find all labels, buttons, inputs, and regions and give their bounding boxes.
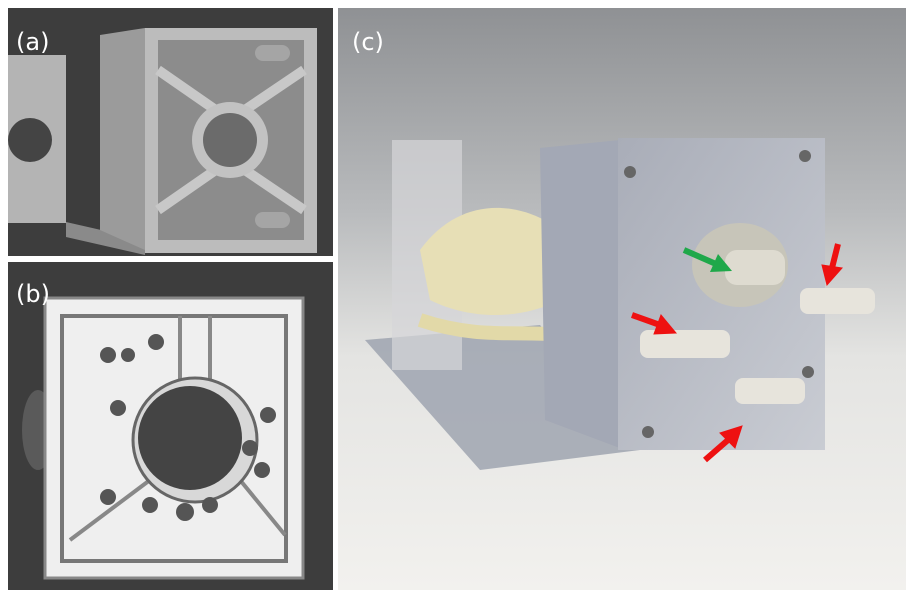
port — [255, 45, 290, 61]
hole — [8, 118, 52, 162]
port — [255, 212, 290, 228]
figure: (a) (b) — [0, 0, 906, 591]
bore — [203, 113, 257, 167]
screw — [642, 426, 654, 438]
panel-label: (a) — [16, 28, 49, 56]
frame-side — [100, 28, 145, 250]
fitting — [735, 378, 805, 404]
fitting — [800, 288, 875, 314]
panel-b: (b) — [8, 262, 333, 590]
block-side — [540, 140, 625, 450]
screw — [624, 166, 636, 178]
panel-label: (b) — [16, 280, 50, 308]
page: (a) (b) — [0, 0, 906, 591]
screw — [802, 366, 814, 378]
fitting — [725, 250, 785, 285]
screw — [799, 150, 811, 162]
panel-a: (a) — [8, 8, 333, 256]
panel-label: (c) — [352, 28, 384, 56]
bore — [138, 386, 242, 490]
panel-c: (c) — [338, 8, 906, 590]
